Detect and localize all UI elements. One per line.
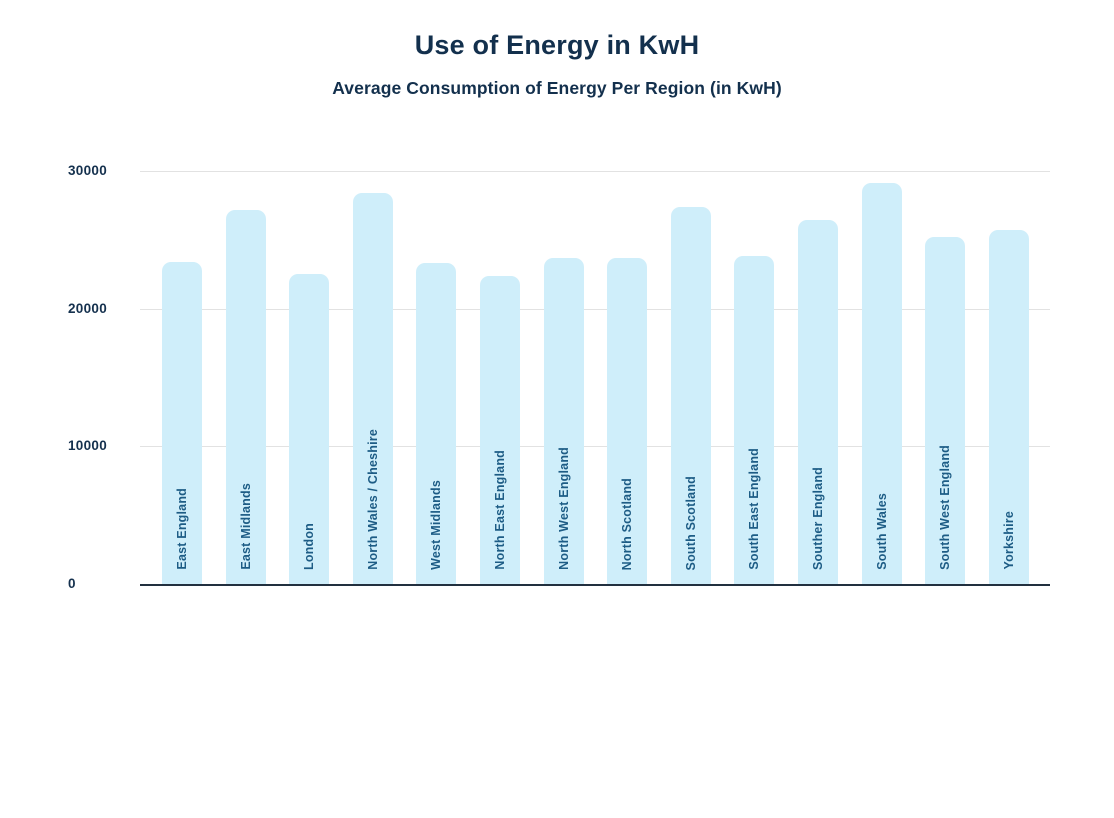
bar-north-scotland: North Scotland: [607, 258, 648, 584]
bar-label: South Scotland: [683, 475, 698, 570]
x-axis-line: [140, 584, 1050, 586]
chart-title: Use of Energy in KwH: [414, 30, 700, 60]
bar-label: West Midlands: [429, 480, 444, 570]
bar-label: London: [302, 522, 317, 570]
bar-yorkshire: Yorkshire: [988, 230, 1029, 584]
bar-label: North West England: [556, 447, 571, 570]
bar-south-west-england: South West England: [925, 237, 966, 584]
y-tick-label: 30000: [68, 163, 108, 178]
plot-area: East England East Midlands London North Wal…: [140, 171, 1050, 586]
bar-north-west-england: North West England: [543, 258, 584, 584]
bar-south-scotland: South Scotland: [670, 207, 711, 584]
bars: East England East Midlands London North Wal…: [140, 171, 1050, 584]
bar-label: South East England: [747, 448, 762, 570]
bar-west-midlands: West Midlands: [416, 262, 457, 584]
bar-label: Souther England: [811, 467, 826, 570]
bar-east-midlands: East Midlands: [225, 209, 266, 584]
gridline-20000: [140, 308, 1050, 310]
bar-east-england: East England: [162, 261, 202, 584]
bar-north-wales-cheshire: North Wales / Cheshire: [352, 193, 393, 584]
gridline-30000: [140, 171, 1050, 172]
bar-label: North Scotland: [620, 477, 635, 570]
bar-label: South Wales: [874, 493, 889, 570]
bar-london: London: [289, 274, 330, 584]
bar-label: North Wales / Cheshire: [365, 429, 380, 570]
bar-north-east-england: North East England: [480, 276, 521, 584]
y-tick-label: 10000: [68, 438, 108, 454]
bar-label: South West England: [938, 445, 953, 570]
bar-label: North East England: [493, 450, 508, 570]
bar-label: East Midlands: [238, 483, 253, 570]
bar-south-east-england: South East England: [734, 256, 775, 584]
gridline-10000: [140, 446, 1050, 448]
y-tick-label: 0: [68, 576, 76, 591]
y-tick-label: 20000: [68, 300, 108, 316]
bar-souther-england: Souther England: [798, 219, 839, 584]
bar-label: East England: [175, 488, 189, 570]
bar-label: Yorkshire: [1001, 511, 1016, 570]
chart-subtitle: Average Consumption of Energy Per Region…: [332, 78, 782, 98]
bar-south-wales: South Wales: [861, 183, 902, 584]
